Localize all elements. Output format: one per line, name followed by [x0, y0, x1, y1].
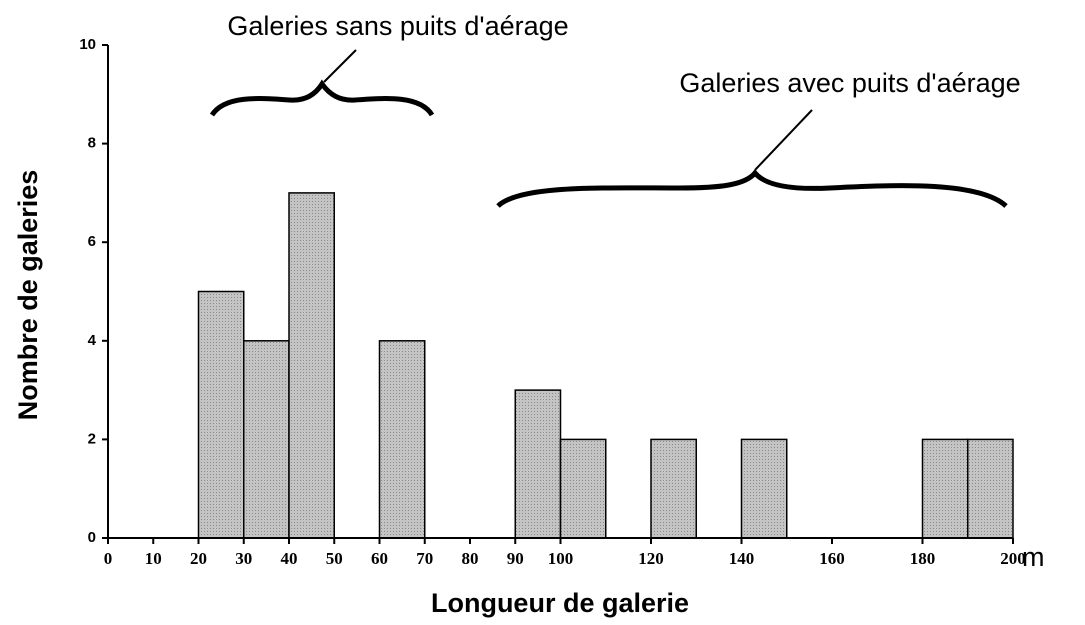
y-tick-label: 0 [88, 529, 96, 546]
y-axis-title: Nombre de galeries [13, 170, 43, 421]
x-tick-label: 160 [819, 549, 845, 568]
bar [967, 438, 1014, 539]
annotation: Galeries sans puits d'aérage [227, 11, 568, 41]
x-tick-label: 120 [638, 549, 664, 568]
x-unit: m [1022, 542, 1045, 572]
bar [921, 438, 969, 539]
x-tick-label: 140 [729, 549, 755, 568]
annotation: Galeries avec puits d'aérage [679, 68, 1020, 98]
bar [514, 389, 562, 539]
x-tick-label: 20 [190, 549, 207, 568]
y-tick-label: 4 [88, 332, 97, 349]
x-tick-label: 100 [548, 549, 574, 568]
bar [650, 438, 697, 539]
x-tick-label: 60 [371, 549, 388, 568]
bar [243, 340, 290, 539]
x-tick-label: 0 [104, 549, 113, 568]
pointer [323, 49, 357, 83]
brace [209, 79, 435, 117]
bar [559, 438, 607, 539]
x-tick-label: 70 [416, 549, 433, 568]
bar [197, 290, 245, 539]
x-tick-label: 40 [281, 549, 298, 568]
x-tick-label: 180 [910, 549, 936, 568]
x-tick-label: 10 [145, 549, 162, 568]
y-tick-label: 10 [79, 36, 96, 53]
x-axis-title: Longueur de galerie [431, 588, 689, 618]
bar [288, 192, 335, 539]
x-tick-label: 50 [326, 549, 343, 568]
bar [378, 340, 426, 539]
brace [496, 169, 1008, 208]
y-tick-label: 2 [88, 430, 96, 447]
x-tick-label: 30 [235, 549, 252, 568]
bar [740, 438, 788, 539]
x-tick-label: 90 [507, 549, 524, 568]
x-tick-label: 200 [1000, 549, 1026, 568]
y-tick-label: 6 [88, 233, 96, 250]
y-tick-label: 8 [88, 135, 96, 152]
pointer [754, 109, 813, 171]
x-tick-label: 80 [462, 549, 479, 568]
